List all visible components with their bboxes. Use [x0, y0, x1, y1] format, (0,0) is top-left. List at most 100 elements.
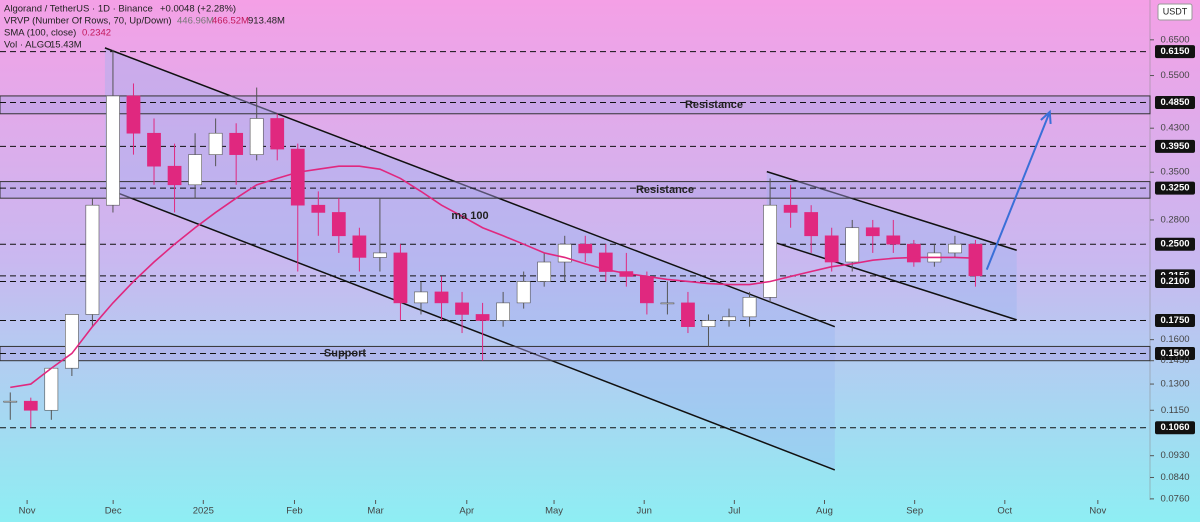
level-label-box [1155, 237, 1195, 251]
candle-body [311, 204, 326, 213]
candle-body [455, 302, 469, 315]
candle-body [414, 291, 428, 304]
x-tick-label: Nov [1089, 506, 1106, 517]
x-tick-label: Oct [997, 506, 1012, 517]
level-label: 0.1500 [1160, 348, 1189, 359]
y-tick-label: 0.0760 [1160, 493, 1189, 504]
channel-line [766, 239, 1017, 321]
y-tick-label: 0.4300 [1160, 123, 1189, 134]
candle-body [167, 165, 182, 186]
y-tick-label: 0.0840 [1160, 472, 1189, 483]
level-label: 0.4850 [1160, 97, 1189, 108]
candle-body [701, 320, 716, 327]
channel-line [104, 187, 836, 471]
candle-body [742, 297, 757, 318]
candle-body [147, 132, 161, 167]
zone [0, 95, 1151, 115]
level-label: 0.2100 [1160, 276, 1189, 287]
candle-body [65, 314, 79, 369]
zone-label: Resistance [636, 184, 694, 196]
y-tick-label: 0.5500 [1160, 70, 1189, 81]
y-tick-label: 0.1450 [1160, 355, 1189, 366]
candle-body [783, 204, 798, 213]
candle-body [290, 148, 305, 206]
candle-body [722, 316, 736, 321]
level-label-box [1155, 421, 1195, 435]
x-tick-label: Mar [367, 506, 383, 517]
level-label-box [1155, 139, 1195, 153]
candle-body [373, 252, 387, 258]
channel-fill [766, 171, 1017, 320]
candle-body [681, 302, 695, 327]
zone [0, 181, 1151, 199]
candle-body [598, 252, 613, 272]
y-tick-label: 0.1300 [1160, 379, 1189, 390]
candle-body [496, 302, 510, 321]
x-tick-label: May [545, 506, 563, 517]
candle-body [660, 302, 675, 305]
candle-body [188, 154, 202, 186]
candle-body [23, 400, 38, 411]
candle-body [475, 314, 490, 321]
arrow-head [1040, 109, 1052, 124]
x-tick-label: Nov [19, 506, 36, 517]
candle-body [865, 227, 880, 237]
x-tick-label: Jun [637, 506, 652, 517]
level-label: 0.1060 [1160, 422, 1189, 433]
vol-label: Vol · ALGO [4, 40, 52, 51]
x-tick-label: Feb [286, 506, 302, 517]
vrvp: VRVP (Number Of Rows, 70, Up/Down) [4, 16, 172, 27]
candle-body [352, 235, 367, 258]
candle-body [208, 132, 223, 155]
candle-body [640, 276, 654, 304]
candle-body [85, 204, 100, 315]
x-tick-label: 2025 [193, 506, 214, 517]
plot: Resistance Resistance Support [0, 47, 1151, 471]
candle-body [393, 252, 408, 304]
candle-body [906, 243, 921, 263]
y-tick-label: 0.2800 [1160, 214, 1189, 225]
vrvp-value: 466.52M [212, 16, 249, 27]
candle-body [331, 212, 346, 237]
candle-body [516, 281, 531, 304]
candle-body [249, 118, 264, 155]
y-tick-label: 0.3500 [1160, 167, 1189, 178]
x-tick-label: Aug [816, 506, 833, 517]
channel-fill [104, 47, 835, 470]
x-tick-label: Dec [105, 506, 122, 517]
y-tick-label: 0.0930 [1160, 450, 1189, 461]
level-label-box [1155, 95, 1195, 109]
candle-body [434, 291, 449, 304]
sma-value: 0.2342 [82, 28, 111, 39]
level-label-box [1155, 346, 1195, 360]
y-tick-label: 0.1150 [1161, 405, 1189, 416]
candle-body [3, 400, 18, 403]
sma-line [10, 165, 976, 389]
vrvp-value: 913.48M [248, 16, 285, 27]
annotation: ma 100 [451, 210, 488, 222]
level-label-box [1155, 313, 1195, 327]
candle-body [44, 367, 59, 411]
level-label: 0.3250 [1160, 183, 1189, 194]
candle-body [968, 243, 983, 277]
currency: USDT [1163, 6, 1188, 16]
candle-body [845, 227, 860, 263]
level-label: 0.3950 [1160, 141, 1189, 152]
candle-body [270, 118, 285, 150]
candle-body [229, 132, 244, 155]
currency-box[interactable] [1157, 3, 1193, 21]
candle-body [804, 212, 819, 237]
x-tick-label: Apr [459, 506, 474, 517]
y-tick-label: 0.1600 [1160, 334, 1189, 345]
symbol: Algorand / TetherUS · 1D · Binance [4, 4, 153, 15]
vol-value: 15.43M [50, 40, 82, 51]
zone-label: Resistance [685, 99, 743, 111]
candle-body [126, 95, 141, 134]
level-label-box [1155, 45, 1195, 59]
candle-body [537, 261, 552, 282]
change: +0.0048 (+2.28%) [160, 4, 236, 15]
y-tick-label: 0.6500 [1160, 34, 1189, 45]
level-label: 0.6150 [1160, 46, 1189, 57]
channel-line [104, 47, 836, 328]
